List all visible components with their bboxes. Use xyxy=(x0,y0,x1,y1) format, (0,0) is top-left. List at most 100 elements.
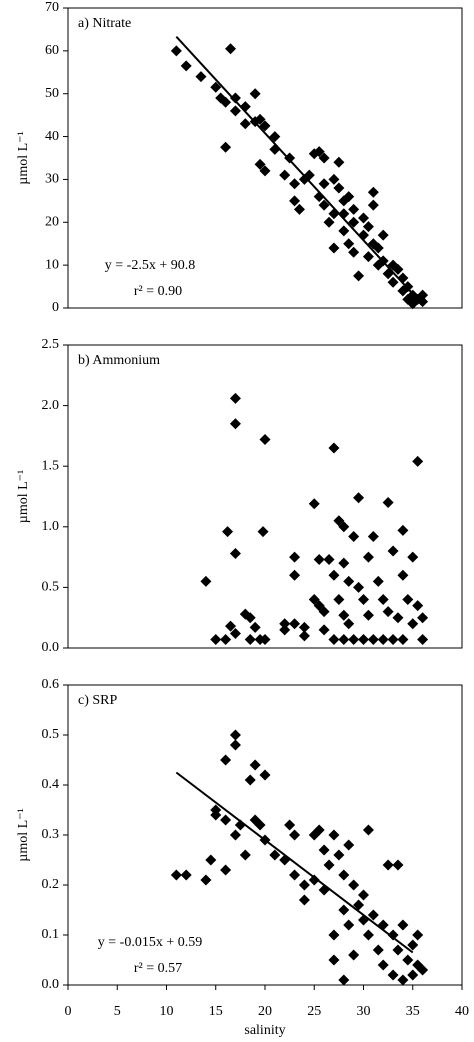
plot-frame xyxy=(67,7,463,309)
data-point xyxy=(254,819,266,831)
data-point xyxy=(259,165,271,177)
data-point xyxy=(239,849,251,861)
data-point xyxy=(229,729,241,741)
data-point xyxy=(333,594,345,606)
data-point xyxy=(328,442,340,454)
data-point xyxy=(220,141,232,153)
data-point xyxy=(328,242,340,254)
data-point xyxy=(210,804,222,816)
x-tick-label: 25 xyxy=(307,1004,321,1019)
data-point xyxy=(257,526,269,538)
data-point xyxy=(210,634,222,646)
data-point xyxy=(328,569,340,581)
data-point xyxy=(308,498,320,510)
data-point xyxy=(328,173,340,185)
data-point xyxy=(229,627,241,639)
data-point xyxy=(308,874,320,886)
data-point xyxy=(377,229,389,241)
data-point xyxy=(397,634,409,646)
equation-text: y = -0.015x + 0.59 xyxy=(98,935,202,950)
data-point xyxy=(358,889,369,901)
data-point xyxy=(417,296,429,308)
data-point xyxy=(220,634,232,646)
data-point xyxy=(348,879,360,891)
y-tick-label: 0.6 xyxy=(42,677,60,692)
data-point xyxy=(259,634,271,646)
y-tick-label: 1.0 xyxy=(42,519,60,534)
data-point xyxy=(417,634,429,646)
data-point xyxy=(298,894,310,906)
data-point xyxy=(367,530,379,542)
data-point xyxy=(259,769,271,781)
data-point xyxy=(392,859,404,871)
data-point xyxy=(397,974,409,986)
data-point xyxy=(353,270,365,282)
data-point xyxy=(402,594,414,606)
data-point xyxy=(343,839,355,851)
data-point xyxy=(323,554,335,566)
data-point xyxy=(220,864,232,876)
data-point xyxy=(387,969,399,981)
data-point xyxy=(244,612,256,624)
data-point xyxy=(279,618,291,630)
data-point xyxy=(377,959,389,971)
x-tick-label: 0 xyxy=(65,1004,72,1019)
data-point xyxy=(338,869,350,881)
data-point xyxy=(362,929,374,941)
data-point xyxy=(323,859,335,871)
data-point xyxy=(343,919,355,931)
equation-text: y = -2.5x + 90.8 xyxy=(105,258,195,273)
data-point xyxy=(343,238,355,250)
data-point xyxy=(333,156,345,168)
y-tick-label: 40 xyxy=(45,129,59,144)
trendline xyxy=(175,771,414,954)
data-point xyxy=(338,225,350,237)
data-point xyxy=(372,242,384,254)
data-point xyxy=(229,829,241,841)
y-tick-label: 20 xyxy=(45,215,59,230)
data-point xyxy=(338,557,350,569)
data-point xyxy=(318,178,330,190)
x-axis-label: salinity xyxy=(244,1023,285,1038)
data-point xyxy=(298,879,310,891)
data-point xyxy=(254,158,266,170)
data-point xyxy=(338,609,350,621)
data-point xyxy=(372,944,384,956)
data-point xyxy=(259,120,271,132)
data-point xyxy=(229,739,241,751)
y-tick-label: 0.2 xyxy=(42,877,60,892)
x-tick-label: 30 xyxy=(357,1004,371,1019)
data-point xyxy=(392,612,404,624)
y-tick-label: 2.0 xyxy=(42,398,60,413)
data-point xyxy=(343,618,355,630)
data-point xyxy=(343,575,355,587)
y-tick-label: 30 xyxy=(45,172,59,187)
data-point xyxy=(269,849,281,861)
data-point xyxy=(289,569,301,581)
y-tick-label: 50 xyxy=(45,86,59,101)
data-point xyxy=(367,634,379,646)
trendline xyxy=(175,36,424,306)
data-point xyxy=(259,434,271,446)
data-point xyxy=(225,43,237,55)
data-point xyxy=(382,606,394,618)
data-point xyxy=(397,919,409,931)
data-point xyxy=(358,594,369,606)
data-point xyxy=(358,212,369,224)
data-point xyxy=(407,969,419,981)
data-point xyxy=(348,246,360,258)
data-point xyxy=(249,621,261,633)
data-point xyxy=(170,45,182,57)
data-point xyxy=(348,634,360,646)
data-point xyxy=(362,609,374,621)
data-point xyxy=(392,944,404,956)
data-point xyxy=(328,634,340,646)
data-point xyxy=(362,824,374,836)
data-point xyxy=(348,216,360,228)
data-point xyxy=(269,131,281,143)
data-point xyxy=(318,199,330,211)
data-point xyxy=(313,554,325,566)
data-point xyxy=(362,551,374,563)
data-point xyxy=(348,203,360,215)
